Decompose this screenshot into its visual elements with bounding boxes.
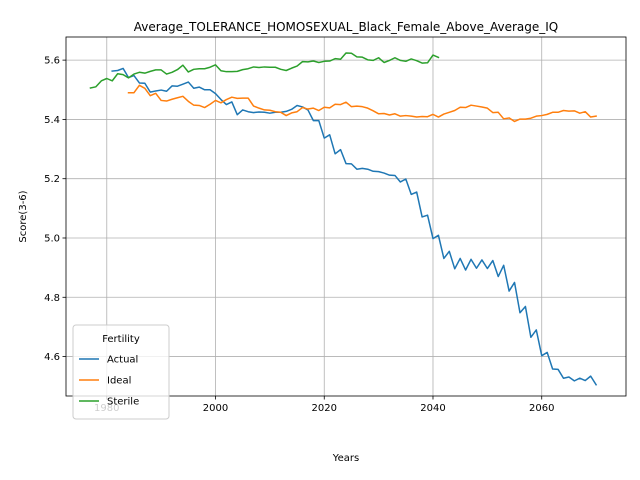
legend-items: Actual Ideal Sterile bbox=[79, 355, 139, 408]
y-tick-label: 4.8 bbox=[44, 293, 60, 304]
series-lines bbox=[89, 52, 598, 386]
y-tick-label: 5.0 bbox=[44, 233, 60, 244]
y-tick-label: 5.2 bbox=[44, 174, 60, 185]
y-axis-ticks: 4.6 4.8 5.0 5.2 5.4 5.6 bbox=[44, 56, 66, 363]
x-tick-label: 2060 bbox=[529, 403, 554, 414]
legend-label-ideal: Ideal bbox=[107, 376, 131, 387]
grid bbox=[66, 37, 626, 396]
y-tick-label: 5.6 bbox=[44, 56, 60, 67]
legend-label-sterile: Sterile bbox=[107, 397, 139, 408]
x-tick-label: 2040 bbox=[420, 403, 445, 414]
series-line-sterile bbox=[89, 52, 440, 89]
legend-box bbox=[72, 324, 170, 420]
x-axis-label: Years bbox=[332, 453, 359, 464]
series-line-ideal bbox=[127, 84, 597, 123]
legend-title: Fertility bbox=[102, 334, 140, 345]
legend: Fertility Actual Ideal Sterile bbox=[72, 324, 170, 420]
x-tick-label: 2000 bbox=[203, 403, 228, 414]
series-line-actual bbox=[111, 67, 598, 386]
y-axis-label: Score(3-6) bbox=[18, 190, 29, 242]
legend-label-actual: Actual bbox=[107, 355, 138, 366]
x-tick-label: 2020 bbox=[312, 403, 337, 414]
axes-frame bbox=[65, 36, 627, 397]
y-tick-label: 4.6 bbox=[44, 352, 60, 363]
chart-title: Average_TOLERANCE_HOMOSEXUAL_Black_Femal… bbox=[134, 20, 558, 34]
y-tick-label: 5.4 bbox=[44, 115, 60, 126]
